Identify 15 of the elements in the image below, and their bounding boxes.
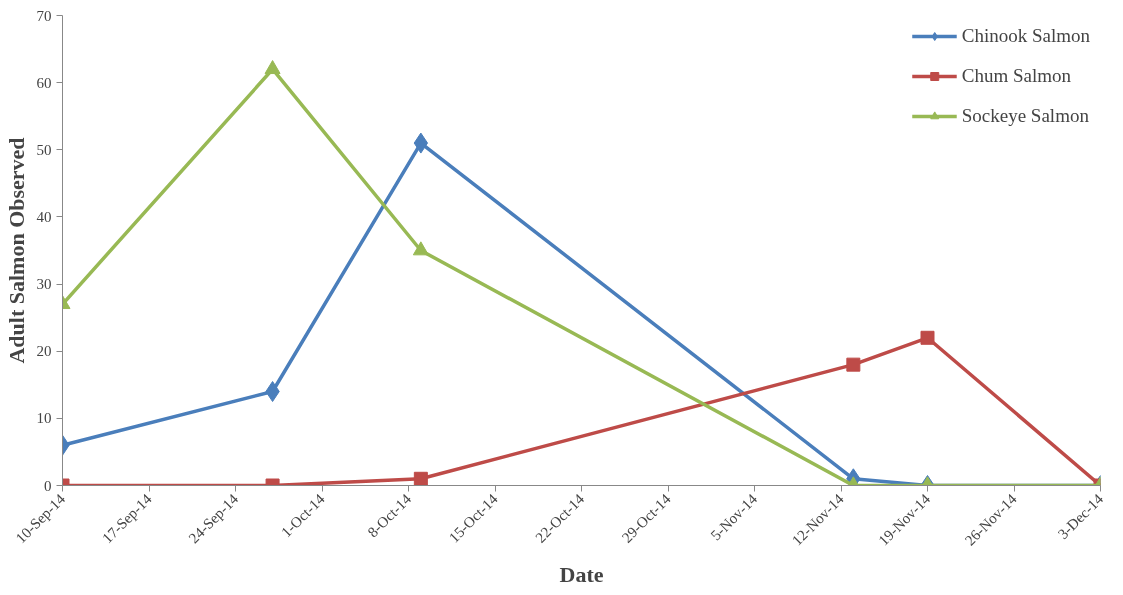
- y-tick-label: 50: [36, 141, 52, 158]
- y-tick-label: 20: [36, 343, 52, 360]
- legend-label: Chum Salmon: [961, 65, 1071, 87]
- y-axis-title: Adult Salmon Observed: [3, 137, 29, 364]
- y-tick-label: 0: [44, 477, 52, 494]
- legend-label: Chinook Salmon: [961, 25, 1090, 47]
- legend-label: Sockeye Salmon: [961, 105, 1089, 127]
- y-tick-label: 10: [36, 410, 52, 427]
- y-tick-label: 70: [36, 7, 52, 24]
- y-tick-label: 40: [36, 208, 52, 225]
- point: [413, 132, 429, 154]
- point: [412, 241, 429, 256]
- x-axis-title: Date: [559, 562, 604, 588]
- y-tick-label: 30: [36, 276, 52, 293]
- y-tick-label: 60: [36, 74, 52, 91]
